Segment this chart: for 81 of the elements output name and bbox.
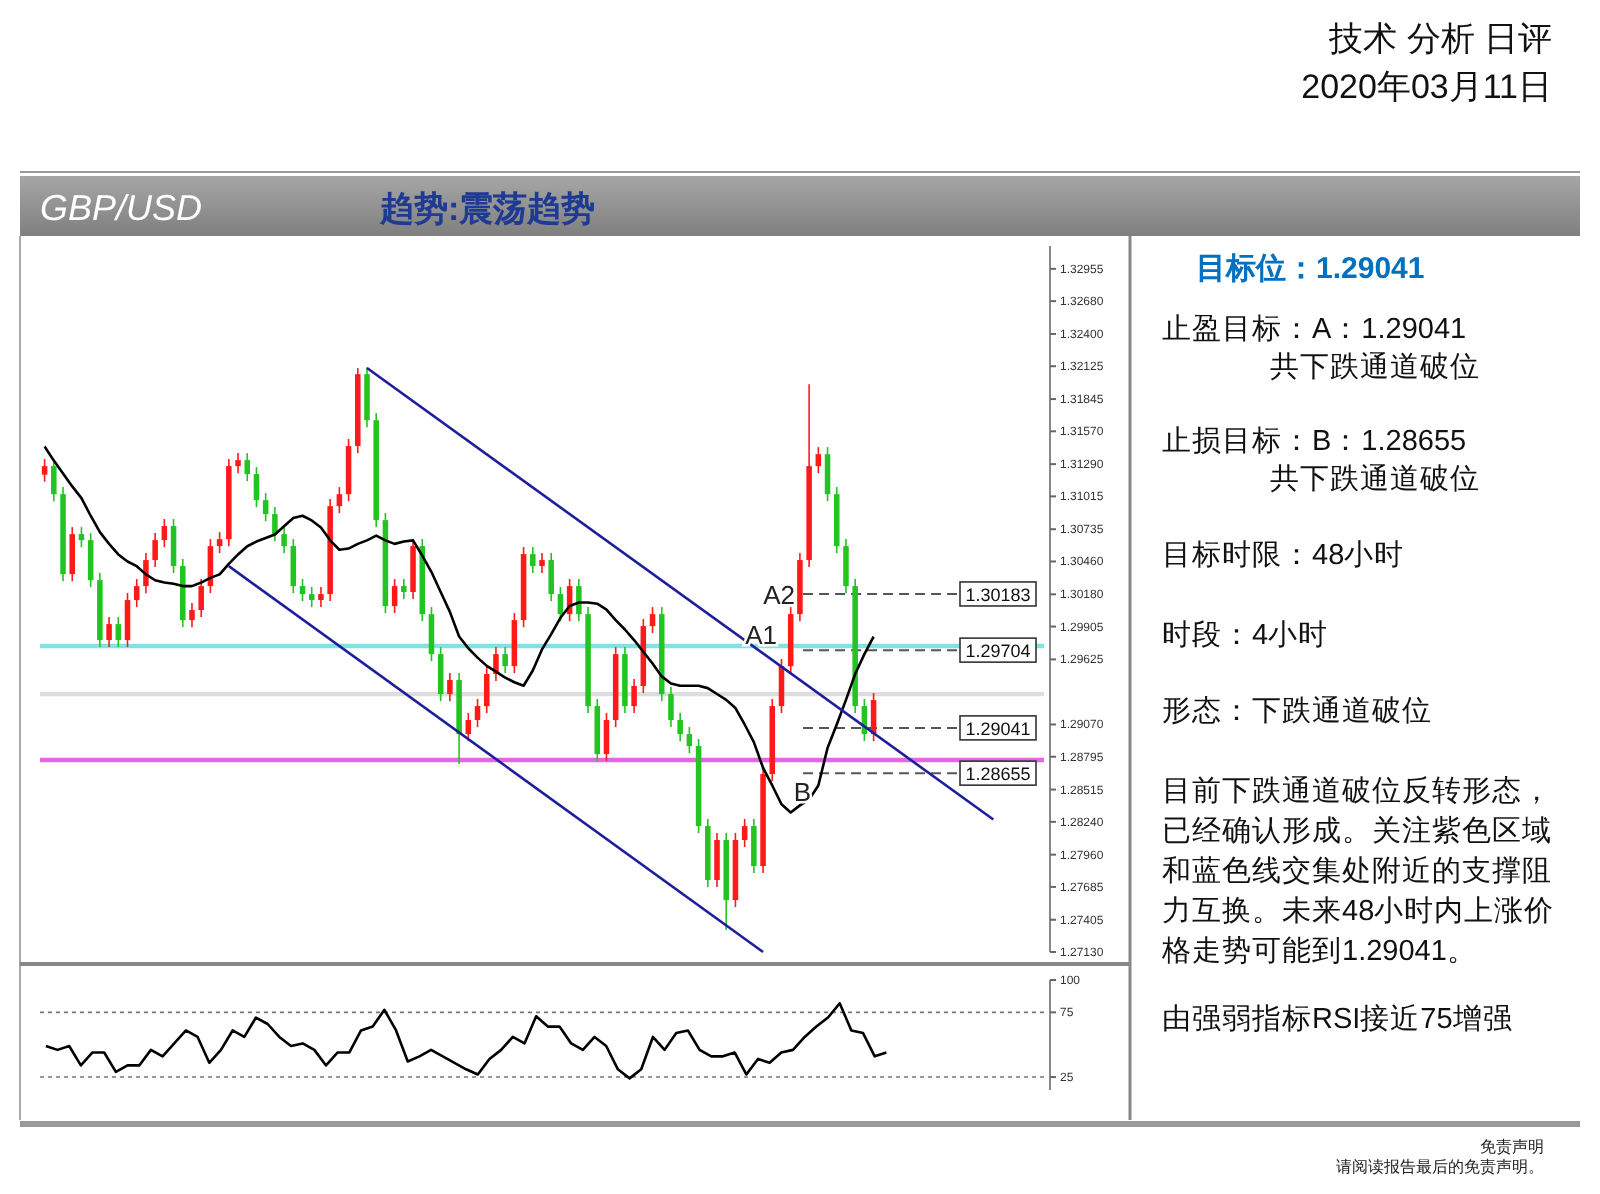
- text: 止盈目标：A：1.29041: [1162, 312, 1469, 350]
- ref-line-label: 1.29041: [965, 718, 1031, 739]
- candlestick: [336, 486, 343, 514]
- text: 共下跌通道破位: [1270, 462, 1482, 500]
- candlestick: [170, 518, 177, 574]
- ref-line-label: 1.29704: [965, 641, 1031, 662]
- candlestick: [502, 646, 508, 674]
- annotation: B: [793, 777, 812, 808]
- candlestick: [741, 818, 748, 848]
- chart-subtitle: 趋势:震荡趋势: [378, 190, 596, 228]
- candlestick: [106, 616, 112, 648]
- candlestick: [815, 446, 822, 474]
- candlestick: [364, 366, 370, 428]
- candlestick: [401, 578, 407, 600]
- candlestick: [603, 712, 610, 762]
- candlestick: [152, 532, 158, 568]
- candlestick: [751, 818, 757, 874]
- text: 目标位：1.29041: [1196, 250, 1425, 288]
- candlestick: [677, 712, 683, 742]
- text: 形态：下跌通道破位: [1162, 694, 1434, 732]
- candlestick: [133, 578, 140, 608]
- candlestick: [686, 726, 693, 754]
- candlestick: [69, 526, 75, 582]
- candlestick: [511, 612, 518, 674]
- candlestick: [493, 646, 499, 682]
- candlestick: [299, 578, 306, 602]
- candlestick: [530, 546, 536, 574]
- candlestick: [262, 492, 269, 522]
- candlestick: [198, 578, 204, 618]
- candlestick: [410, 538, 416, 600]
- text: 时段：4小时: [1162, 618, 1331, 656]
- candlestick: [576, 578, 582, 622]
- candlestick: [78, 526, 85, 548]
- candlestick: [649, 606, 656, 634]
- text: 由强弱指标RSI接近75增强: [1162, 1002, 1515, 1040]
- candlestick: [290, 538, 297, 594]
- candlestick: [87, 532, 94, 588]
- annotation: A1: [745, 620, 778, 651]
- candlestick: [189, 602, 195, 628]
- line-series: [44, 1001, 888, 1080]
- candlestick: [41, 458, 48, 483]
- candlestick: [51, 458, 57, 502]
- text: 2020年03月11日: [1301, 66, 1552, 110]
- candlestick: [483, 666, 490, 714]
- ref-line-label: 1.30183: [965, 584, 1031, 605]
- candlestick: [437, 646, 444, 702]
- candlestick: [253, 466, 260, 508]
- line-series: [43, 445, 875, 814]
- candlestick: [318, 586, 324, 608]
- candlestick: [428, 606, 435, 662]
- candlestick: [447, 672, 453, 702]
- text: 免责声明: [1478, 1138, 1544, 1158]
- candlestick: [115, 616, 122, 648]
- candlestick: [161, 518, 168, 548]
- candlestick: [391, 578, 398, 614]
- candlestick: [631, 678, 637, 714]
- text: 止损目标：B：1.28655: [1162, 424, 1469, 462]
- candlestick: [668, 686, 674, 728]
- candlestick: [465, 712, 472, 742]
- annotation: A2: [763, 579, 796, 610]
- text: 技术 分析 日评: [1327, 18, 1552, 62]
- candlestick: [843, 538, 849, 594]
- candlestick: [474, 698, 481, 728]
- candlestick: [124, 592, 131, 648]
- candlestick: [824, 446, 831, 502]
- candlestick: [539, 552, 545, 574]
- candlestick: [594, 698, 601, 762]
- text: 目标时限：48小时: [1162, 538, 1407, 576]
- text: 请阅读报告最后的免责声明。: [1336, 1158, 1544, 1178]
- candlestick: [272, 506, 278, 542]
- ref-line-label: 1.28655: [965, 764, 1031, 785]
- candlestick: [714, 832, 720, 888]
- candlestick: [216, 531, 223, 554]
- candlestick: [308, 586, 315, 608]
- chart-title: GBP/USD: [40, 188, 203, 228]
- candlestick: [548, 552, 554, 602]
- candlestick: [281, 526, 287, 554]
- text: 共下跌通道破位: [1270, 350, 1482, 388]
- candlestick: [235, 452, 241, 474]
- candlestick: [244, 452, 251, 482]
- text: 目前下跌通道破位反转形态，已经确认形成。关注紫色区域和蓝色线交集处附近的支撑阻力互换。未来48小时内上涨价格走势可能到1.29041。: [1162, 774, 1557, 972]
